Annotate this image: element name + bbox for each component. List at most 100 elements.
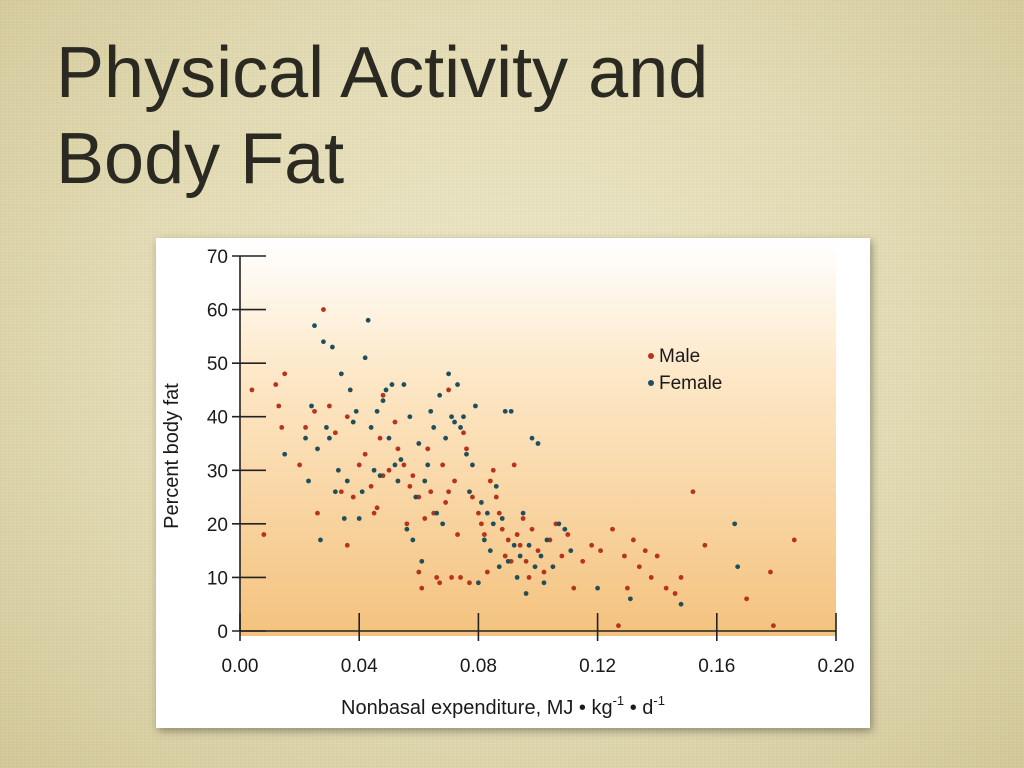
data-point-female: [490, 521, 496, 527]
data-point-male: [344, 542, 350, 548]
data-point-male: [440, 462, 446, 468]
data-point-female: [541, 580, 547, 586]
data-point-male: [490, 467, 496, 473]
x-tick-label: 0.00: [222, 656, 259, 677]
data-point-male: [481, 532, 487, 537]
data-point-female: [431, 425, 437, 430]
data-point-female: [473, 403, 478, 409]
data-point-female: [455, 382, 460, 387]
data-point-male: [478, 521, 484, 527]
data-point-female: [347, 387, 353, 393]
data-point-male: [344, 414, 350, 420]
data-point-female: [526, 542, 532, 548]
data-point-female: [419, 558, 425, 564]
data-point-female: [732, 521, 738, 527]
data-point-female: [550, 564, 556, 570]
data-point-male: [297, 462, 302, 468]
data-point-male: [377, 435, 383, 441]
slide-title-line-1: Physical Activity and: [56, 33, 709, 113]
data-point-female: [318, 537, 323, 543]
data-point-female: [556, 521, 562, 527]
data-point-female: [341, 516, 347, 521]
data-point-female: [389, 382, 395, 387]
data-point-female: [467, 489, 472, 495]
data-point-male: [598, 548, 603, 554]
data-point-female: [416, 441, 422, 446]
data-point-male: [663, 585, 669, 591]
data-point-female: [338, 371, 344, 377]
data-point-male: [654, 553, 660, 559]
data-point-male: [589, 542, 595, 548]
data-point-male: [386, 467, 392, 473]
data-point-female: [428, 408, 434, 414]
data-point-male: [523, 558, 529, 564]
data-point-female: [443, 435, 449, 441]
data-point-female: [484, 510, 490, 516]
y-tick-label: 70: [207, 247, 228, 268]
data-point-male: [392, 419, 398, 425]
data-point-female: [595, 585, 600, 591]
data-point-female: [377, 473, 383, 479]
data-point-female: [532, 564, 538, 570]
data-point-male: [744, 596, 749, 602]
data-point-female: [464, 451, 469, 457]
data-point-male: [493, 494, 499, 500]
data-point-male: [428, 489, 434, 495]
data-point-male: [625, 585, 630, 591]
data-point-male: [422, 516, 428, 521]
data-point-female: [678, 601, 684, 607]
data-point-male: [449, 575, 454, 580]
data-point-female: [335, 467, 341, 473]
data-point-male: [452, 478, 457, 484]
data-point-female: [627, 596, 633, 602]
x-tick-label: 0.04: [341, 656, 378, 677]
data-point-male: [470, 494, 475, 500]
legend-marker-female: [648, 380, 654, 386]
data-point-female: [368, 425, 374, 430]
data-point-male: [282, 371, 288, 377]
data-point-male: [273, 382, 279, 387]
data-point-female: [496, 564, 502, 570]
data-point-male: [249, 387, 255, 393]
data-point-female: [529, 435, 535, 441]
data-point-female: [425, 462, 431, 468]
y-tick-label: 40: [207, 408, 228, 429]
data-point-female: [315, 446, 320, 452]
data-point-male: [437, 580, 443, 586]
plot-panel: [240, 240, 836, 636]
data-point-male: [461, 430, 466, 436]
data-point-female: [353, 408, 359, 414]
data-point-female: [398, 457, 404, 462]
data-point-male: [580, 558, 586, 564]
y-tick-label: 10: [207, 568, 228, 589]
data-point-female: [312, 323, 317, 329]
data-point-male: [535, 548, 541, 554]
data-point-male: [315, 510, 320, 516]
data-point-male: [768, 569, 773, 575]
x-axis-label: Nonbasal expenditure, MJ • kg-1 • d-1: [341, 693, 665, 719]
data-point-female: [327, 435, 332, 441]
data-point-male: [356, 462, 362, 468]
data-point-female: [562, 526, 568, 532]
data-point-male: [321, 307, 326, 312]
data-point-female: [735, 564, 741, 570]
data-point-male: [476, 510, 481, 516]
y-axis: 0 10 20 30 40 50 60 70: [207, 247, 266, 643]
data-point-male: [484, 569, 490, 575]
data-point-male: [464, 446, 469, 452]
y-tick-label: 20: [207, 515, 228, 536]
data-point-female: [452, 419, 457, 425]
data-point-male: [622, 553, 627, 559]
data-point-female: [321, 339, 326, 345]
data-point-male: [791, 537, 797, 543]
x-axis-label-middle: • d: [624, 697, 653, 719]
data-point-male: [446, 387, 451, 393]
data-point-male: [642, 548, 648, 554]
data-point-female: [458, 425, 463, 430]
data-point-male: [434, 575, 440, 580]
data-point-male: [505, 537, 511, 543]
data-point-female: [407, 414, 413, 420]
data-point-female: [413, 494, 419, 500]
y-tick-label: 0: [217, 622, 228, 643]
data-point-female: [282, 451, 288, 457]
